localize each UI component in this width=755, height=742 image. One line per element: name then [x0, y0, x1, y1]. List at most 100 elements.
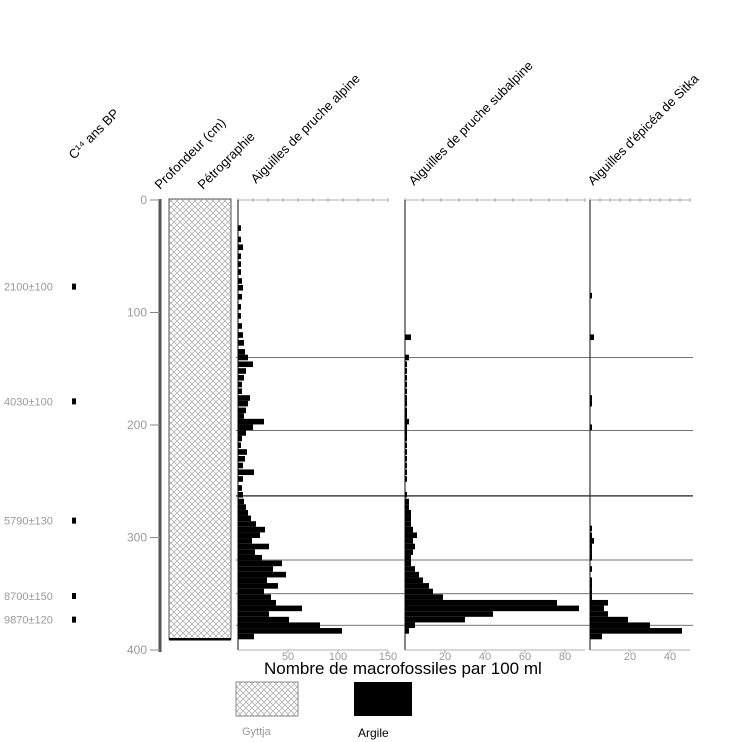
bar: [238, 509, 248, 516]
bar: [238, 577, 267, 584]
bar: [590, 554, 592, 561]
depth-tick-label: 400: [127, 643, 147, 657]
depth-tick-label: 200: [127, 418, 147, 432]
bar: [238, 236, 241, 243]
bar: [238, 244, 243, 251]
bar: [405, 455, 407, 462]
bar: [405, 549, 413, 555]
legend-gyttja-label: Gyttja: [242, 726, 272, 738]
x-tick-label: 50: [282, 651, 294, 663]
bar: [590, 525, 592, 532]
bar: [590, 633, 602, 640]
bar: [405, 504, 409, 510]
bar: [238, 549, 255, 555]
c14-date-label: 8700±150: [4, 591, 53, 603]
c14-dates: 2100±100 4030±100 5790±130 8700±150 9870±120: [4, 282, 76, 627]
bar: [238, 442, 241, 449]
bar: [590, 292, 592, 299]
bar: [405, 532, 417, 539]
c14-date-marker: [72, 616, 76, 623]
bar: [405, 543, 415, 550]
bar: [405, 413, 407, 419]
bar: [238, 278, 242, 284]
x-tick-label: 20: [624, 651, 636, 663]
panel-3: 20 40: [589, 198, 691, 663]
bar: [405, 538, 413, 544]
bar: [238, 560, 282, 567]
bar: [405, 577, 423, 584]
c14-date-marker: [72, 283, 76, 290]
bar: [590, 400, 592, 407]
bar: [238, 469, 254, 476]
bar: [238, 261, 241, 267]
bar: [405, 622, 415, 629]
bar: [405, 435, 407, 442]
petrography-clay-layer: [169, 638, 231, 641]
c14-date-marker: [72, 517, 76, 524]
bar: [405, 628, 409, 634]
bar: [238, 340, 244, 346]
bar: [238, 368, 246, 374]
bar: [405, 407, 407, 414]
bar: [405, 571, 419, 578]
bar: [405, 361, 407, 368]
bar: [238, 599, 276, 606]
bar: [590, 334, 594, 341]
panel-2: 20 40 60 80: [404, 198, 586, 663]
c14-date-label: 9870±120: [4, 615, 53, 627]
bar: [590, 594, 592, 600]
bar: [590, 583, 592, 589]
bar: [405, 400, 407, 407]
bar: [238, 633, 254, 640]
bar: [405, 462, 407, 469]
bar: [238, 449, 247, 455]
bar: [238, 485, 242, 491]
bar: [238, 395, 250, 401]
bar: [238, 225, 241, 231]
bar: [590, 611, 608, 617]
header-alpine: Aiguilles de pruche alpine: [248, 71, 363, 186]
depth-axis-ticks: 0 100 200 300 400: [127, 193, 160, 657]
header-c14: C¹⁴ ans BP: [66, 106, 122, 162]
bar: [238, 462, 243, 469]
c14-date-marker: [72, 398, 76, 405]
bar: [238, 622, 320, 629]
bar: [590, 622, 650, 629]
bar: [238, 430, 246, 436]
c14-date-label: 2100±100: [4, 282, 53, 294]
bar: [405, 395, 407, 401]
bar: [405, 424, 407, 431]
bar: [238, 374, 244, 381]
zone-boundaries: [236, 357, 693, 626]
bar: [405, 418, 409, 425]
bar: [405, 588, 433, 595]
bar: [405, 388, 407, 395]
bar: [590, 605, 604, 612]
bar: [405, 521, 411, 527]
bar: [238, 313, 241, 319]
bar: [590, 549, 592, 555]
bar: [238, 407, 246, 414]
bar: [405, 605, 579, 612]
bar: [405, 368, 407, 374]
bar: [238, 504, 246, 510]
bar: [590, 628, 682, 634]
bar: [405, 611, 493, 617]
bar: [238, 538, 252, 544]
bar: [405, 616, 465, 623]
bar: [405, 354, 409, 361]
bar: [590, 395, 592, 401]
bar: [238, 571, 286, 578]
bar: [590, 566, 592, 572]
bar: [238, 611, 269, 617]
bar: [238, 304, 241, 310]
bar: [405, 498, 409, 505]
header-sitka: Aiguilles d'épicéa de Sitka: [585, 70, 703, 188]
petrography-gyttja-column: [168, 198, 232, 640]
x-tick-label: 100: [329, 651, 347, 663]
bar: [238, 628, 342, 634]
bar: [238, 361, 253, 368]
bar: [405, 449, 407, 455]
bar: [590, 599, 608, 606]
